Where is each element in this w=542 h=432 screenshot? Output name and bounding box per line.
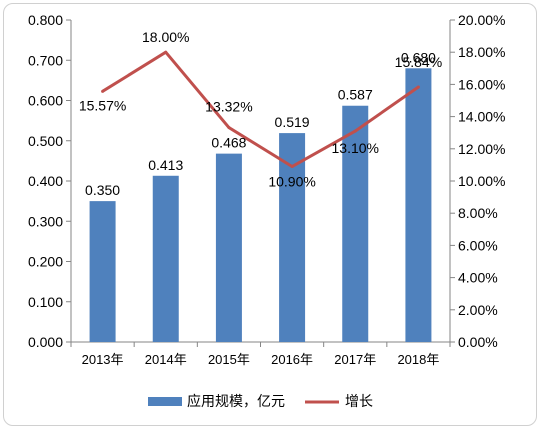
bar bbox=[405, 68, 432, 343]
bar-series bbox=[89, 68, 432, 343]
y-left-tick-label: 0.600 bbox=[28, 93, 63, 109]
y-right-tick-label: 8.00% bbox=[458, 205, 498, 221]
x-tick-label: 2013年 bbox=[82, 352, 124, 367]
y-right-tick-label: 4.00% bbox=[458, 270, 498, 286]
y-right-tick-label: 20.00% bbox=[458, 12, 505, 28]
y-left-tick-label: 0.500 bbox=[28, 133, 63, 149]
x-tick-label: 2018年 bbox=[397, 352, 439, 367]
y-right-tick-label: 14.00% bbox=[458, 109, 505, 125]
line-value-label: 15.84% bbox=[395, 54, 442, 70]
line-value-label: 10.90% bbox=[268, 174, 315, 190]
line-series bbox=[101, 50, 420, 169]
bar-value-label: 0.468 bbox=[211, 135, 246, 151]
growth-line bbox=[101, 50, 420, 169]
bar bbox=[152, 175, 179, 342]
x-tick-label: 2014年 bbox=[145, 352, 187, 367]
line-point bbox=[164, 50, 168, 54]
line-value-label: 18.00% bbox=[142, 29, 189, 45]
line-point bbox=[353, 129, 357, 133]
y-right-tick-label: 0.00% bbox=[458, 334, 498, 350]
bar bbox=[342, 105, 369, 342]
line-point bbox=[416, 85, 420, 89]
y-left-tick-label: 0.800 bbox=[28, 12, 63, 28]
y-left-tick-label: 0.000 bbox=[28, 334, 63, 350]
legend-swatch-bar bbox=[148, 397, 182, 406]
y-left-tick-label: 0.300 bbox=[28, 213, 63, 229]
line-value-label: 13.32% bbox=[205, 99, 252, 115]
bar-value-label: 0.350 bbox=[85, 182, 120, 198]
line-point bbox=[101, 89, 105, 93]
chart-frame: 0.000 0.100 0.200 0.300 0.400 0.500 0.600 0.700… bbox=[3, 3, 537, 426]
bar bbox=[89, 201, 116, 342]
line-point bbox=[290, 165, 294, 169]
bar-value-label: 0.680 bbox=[401, 49, 436, 65]
chart-legend: 应用规模，亿元 增长 bbox=[148, 393, 373, 409]
y-left-tick-label: 0.100 bbox=[28, 294, 63, 310]
chart-axes: 0.000 0.100 0.200 0.300 0.400 0.500 0.600 0.700… bbox=[28, 12, 506, 367]
bar-value-label: 0.519 bbox=[275, 114, 310, 130]
x-tick-label: 2017年 bbox=[334, 352, 376, 367]
y-left-tick-label: 0.200 bbox=[28, 254, 63, 270]
bar bbox=[215, 153, 242, 342]
y-right-tick-label: 6.00% bbox=[458, 237, 498, 253]
legend-label-bar: 应用规模，亿元 bbox=[187, 393, 285, 409]
bar-value-label: 0.587 bbox=[338, 87, 373, 103]
y-right-tick-label: 10.00% bbox=[458, 173, 505, 189]
legend-label-line: 增长 bbox=[345, 393, 373, 409]
line-point bbox=[227, 126, 231, 130]
bar bbox=[279, 133, 306, 342]
line-value-label: 15.57% bbox=[79, 97, 126, 113]
y-left-tick-label: 0.400 bbox=[28, 173, 63, 189]
y-right-tick-label: 16.00% bbox=[458, 76, 505, 92]
bar-value-label: 0.413 bbox=[148, 157, 183, 173]
x-tick-label: 2015年 bbox=[208, 352, 250, 367]
y-right-tick-label: 18.00% bbox=[458, 44, 505, 60]
y-right-tick-label: 12.00% bbox=[458, 141, 505, 157]
chart-svg: 0.000 0.100 0.200 0.300 0.400 0.500 0.600 0.700… bbox=[28, 12, 506, 409]
data-labels: 0.350 0.413 0.468 0.519 0.587 0.680 15.57% 18.0… bbox=[79, 29, 442, 198]
line-value-label: 13.10% bbox=[332, 140, 379, 156]
y-left-tick-label: 0.700 bbox=[28, 52, 63, 68]
x-tick-label: 2016年 bbox=[271, 352, 313, 367]
y-right-tick-label: 2.00% bbox=[458, 302, 498, 318]
